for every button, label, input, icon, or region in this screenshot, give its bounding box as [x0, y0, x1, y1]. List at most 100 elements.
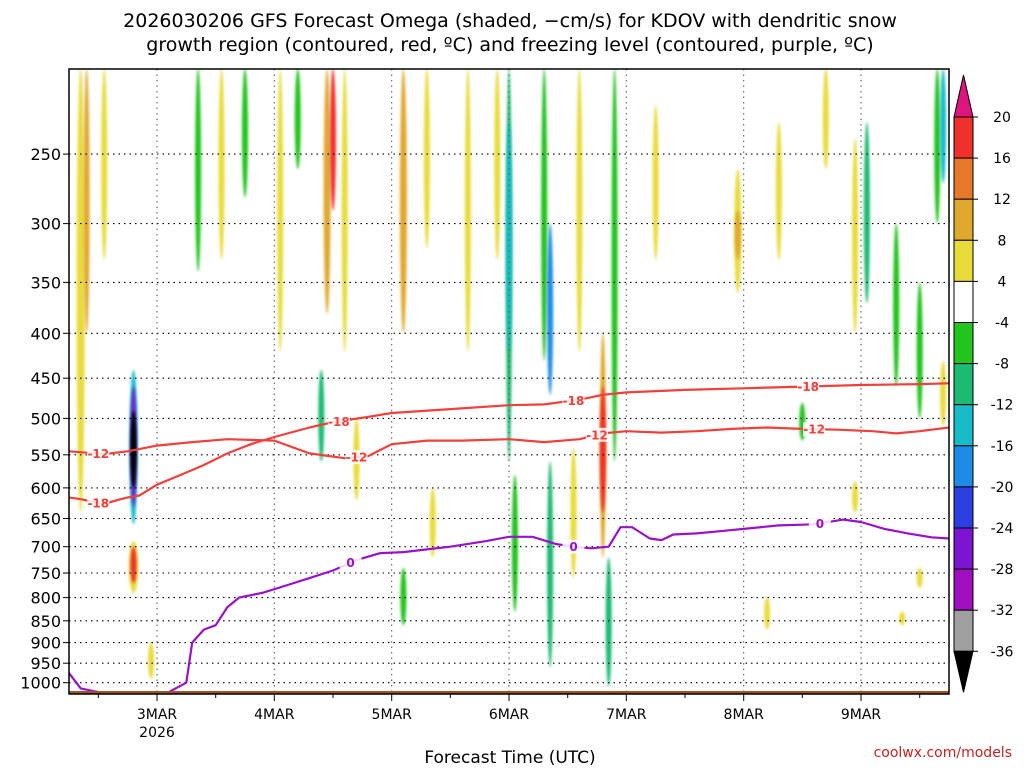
omega-blob-43	[852, 138, 859, 334]
omega-blob-13	[294, 69, 301, 169]
colorbar-bin	[953, 157, 974, 200]
colorbar-label: -12	[991, 398, 1014, 414]
omega-blob-14	[323, 69, 331, 314]
colorbar-label: -16	[991, 439, 1014, 455]
y-tick-label: 950	[30, 654, 61, 673]
y-tick-label: 800	[30, 589, 61, 608]
omega-blob-26	[506, 122, 512, 352]
colorbar-bin	[953, 116, 974, 159]
omega-blob-7	[130, 546, 137, 584]
x-tick-label: 9MAR	[841, 707, 882, 723]
colorbar-bin	[953, 445, 974, 488]
y-tick-label: 400	[30, 324, 61, 343]
omega-blob-19	[399, 69, 407, 334]
colorbar-bin	[953, 198, 974, 241]
colorbar-label: 8	[998, 233, 1007, 249]
plot-area	[69, 69, 949, 694]
y-tick-label: 750	[30, 564, 61, 583]
omega-blob-30	[547, 461, 554, 668]
y-tick-label: 550	[30, 446, 61, 465]
colorbar-bin	[953, 239, 974, 282]
contour-line-2	[69, 518, 949, 694]
contour-label: 0	[569, 540, 577, 554]
colorbar-label: -4	[995, 316, 1009, 332]
contour-label-bg	[586, 427, 608, 442]
colorbar-label: -32	[991, 603, 1014, 619]
y-tick-label: 850	[30, 612, 61, 631]
omega-blob-9	[195, 69, 202, 272]
colorbar-bin	[953, 527, 974, 570]
chart-title-line-1: 2026030206 GFS Forecast Omega (shaded, −…	[123, 10, 897, 32]
y-tick-label: 500	[30, 409, 61, 428]
colorbar-top-arrow	[953, 74, 974, 118]
colorbar-bin	[953, 404, 974, 447]
colorbar-label: -20	[991, 480, 1014, 496]
colorbar-label: -36	[991, 644, 1014, 660]
colorbar-label: -28	[991, 562, 1014, 578]
omega-blob-39	[734, 210, 741, 260]
omega-blob-47	[934, 69, 941, 224]
y-tick-label: 300	[30, 215, 61, 234]
omega-blob-49	[940, 360, 947, 426]
x-tick-label: 6MAR	[489, 707, 530, 723]
omega-blob-20	[423, 69, 430, 249]
omega-blob-10	[218, 69, 225, 260]
y-tick-label: 900	[30, 634, 61, 653]
contour-label: -18	[328, 415, 350, 429]
credit-text: coolwx.com/models	[874, 745, 1012, 761]
terrain-surface	[69, 691, 949, 694]
colorbar-label: 20	[993, 110, 1011, 126]
omega-blob-8	[148, 642, 155, 679]
omega-blob-27	[511, 475, 518, 612]
omega-blob-0	[76, 69, 85, 513]
contour-label-bg	[803, 422, 826, 437]
colorbar-bin	[953, 568, 974, 611]
contour-label: -12	[346, 451, 368, 465]
omega-blob-37	[652, 105, 659, 260]
y-tick-label: 650	[30, 510, 61, 529]
colorbar-bin	[953, 609, 974, 652]
omega-shading	[76, 69, 947, 687]
contour-label-bg	[327, 414, 350, 429]
colorbar-bin	[953, 322, 974, 365]
y-tick-label: 700	[30, 538, 61, 557]
colorbar-bin	[953, 486, 974, 529]
x-axis-label: Forecast Time (UTC)	[424, 748, 595, 768]
y-tick-label: 600	[30, 479, 61, 498]
x-tick-label: 5MAR	[372, 707, 413, 723]
omega-blob-36	[605, 557, 612, 687]
contour-label: -18	[87, 496, 109, 510]
colorbar-label: -24	[991, 521, 1014, 537]
contour-label-bg	[345, 450, 368, 465]
omega-blob-32	[576, 69, 583, 352]
colorbar-bottom-arrow	[953, 650, 974, 693]
contour-label-bg	[87, 495, 110, 510]
omega-blob-50	[764, 597, 771, 630]
contour-label-bg	[562, 539, 585, 554]
omega-blob-2	[101, 69, 108, 260]
contour-label-bg	[339, 555, 362, 570]
contour-label: -12	[87, 447, 109, 461]
omega-blob-53	[852, 481, 859, 513]
y-axis: 250 300 350 400 450 500 550 600 650 700 750 800 850 9…	[20, 145, 69, 693]
omega-blob-46	[916, 282, 923, 419]
colorbar-label: -8	[995, 357, 1009, 373]
chart-title-line-2: growth region (contoured, red, ºC) and f…	[146, 34, 873, 56]
omega-blob-31	[570, 447, 577, 579]
omega-blob-40	[775, 122, 782, 260]
omega-blob-29	[547, 223, 554, 395]
contour-label: -18	[563, 394, 585, 408]
omega-blob-48	[940, 69, 947, 184]
contour-label-bg	[797, 379, 820, 394]
y-tick-label: 450	[30, 369, 61, 388]
x-tick-sublabel: 2026	[139, 725, 175, 741]
terrain-band	[69, 691, 949, 694]
colorbar-bin	[953, 280, 974, 323]
omega-blob-11	[242, 69, 248, 198]
contour-label: -18	[797, 380, 819, 394]
y-tick-label: 1000	[20, 674, 61, 693]
contour-labels: -18 -18 -18 -18 -12 -12 -12 -12 0 0 0	[87, 379, 831, 570]
omega-blob-44	[863, 122, 870, 304]
